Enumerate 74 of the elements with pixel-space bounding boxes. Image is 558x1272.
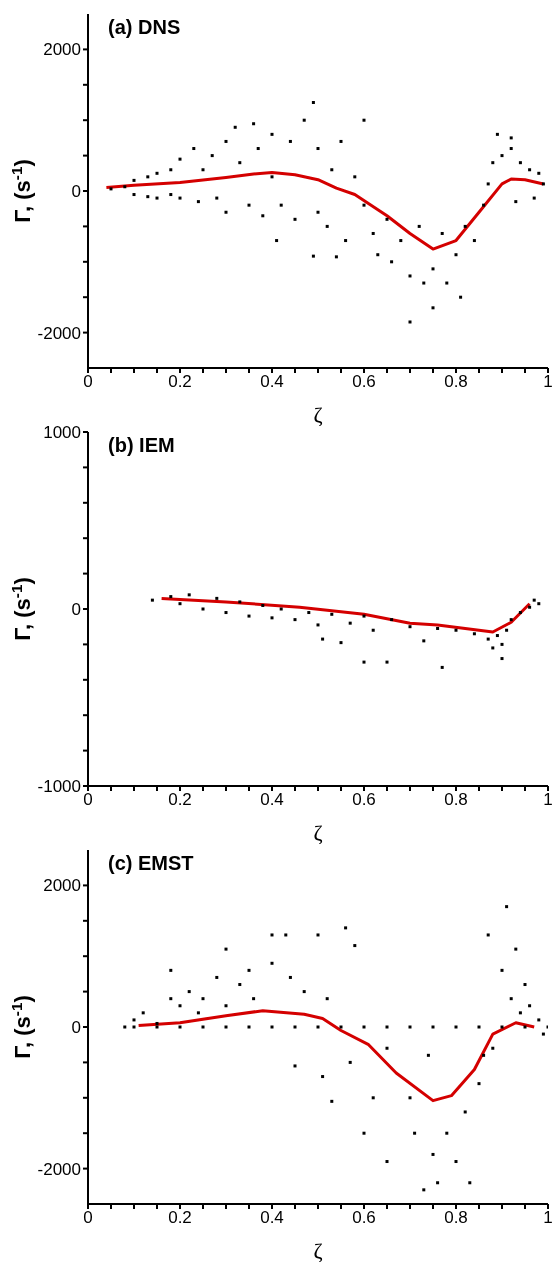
y-tick-label: 0	[71, 600, 81, 620]
x-tick-label: 0.4	[260, 790, 284, 810]
point	[178, 602, 182, 606]
point	[362, 614, 366, 618]
point	[201, 607, 205, 611]
line-series	[160, 596, 532, 634]
point	[348, 621, 352, 625]
x-tick-label: 0.6	[352, 1208, 376, 1228]
point	[169, 595, 173, 599]
x-axis-title: ζ	[313, 820, 323, 845]
x-tick-label: 0.2	[168, 790, 192, 810]
x-tick-label: 0.8	[444, 1208, 468, 1228]
point	[472, 632, 476, 636]
point	[307, 611, 311, 615]
point	[491, 646, 495, 650]
x-tick-label: 0.6	[352, 790, 376, 810]
point	[537, 602, 541, 606]
point	[495, 634, 499, 638]
point	[247, 614, 251, 618]
y-tick-label: 0	[71, 182, 81, 202]
point	[454, 628, 458, 632]
point	[261, 603, 265, 607]
x-tick-label: 1	[543, 1208, 553, 1228]
point	[362, 660, 366, 664]
point	[385, 660, 389, 664]
point	[528, 605, 532, 609]
x-tick-label: 0.2	[168, 372, 192, 392]
x-axis-title: ζ	[313, 1238, 323, 1263]
point	[187, 593, 191, 597]
point	[408, 625, 412, 629]
y-tick-label: 2000	[43, 876, 81, 896]
y-tick-label: -2000	[37, 1159, 81, 1179]
point	[390, 618, 394, 622]
y-tick-label: 2000	[43, 40, 81, 60]
point	[436, 626, 440, 630]
point	[316, 623, 320, 627]
point	[339, 641, 343, 645]
x-tick-label: 0.6	[352, 372, 376, 392]
x-tick-label: 1	[543, 790, 553, 810]
point	[150, 598, 154, 602]
point	[422, 639, 426, 643]
point	[500, 642, 504, 646]
point	[505, 628, 509, 632]
chart-title: (a) DNS	[108, 16, 181, 39]
point	[330, 612, 334, 616]
y-tick-label: -1000	[37, 777, 81, 797]
x-tick-label: 0.2	[168, 1208, 192, 1228]
point	[532, 598, 536, 602]
y-tick-label: 1000	[43, 423, 81, 443]
chart-title: (c) EMST	[108, 852, 194, 875]
x-axis-title: ζ	[313, 402, 323, 427]
chart-title: (b) IEM	[108, 434, 175, 457]
point	[509, 618, 513, 622]
y-tick-label: -2000	[37, 323, 81, 343]
point	[238, 600, 242, 604]
x-tick-label: 1	[543, 372, 553, 392]
x-tick-label: 0.8	[444, 790, 468, 810]
line-series	[137, 1009, 536, 1103]
point	[279, 607, 283, 611]
point	[321, 637, 325, 641]
line-series	[104, 171, 545, 251]
y-tick-label: 0	[71, 1018, 81, 1038]
point	[518, 611, 522, 615]
point	[440, 665, 444, 669]
point	[486, 637, 490, 641]
point	[500, 657, 504, 661]
x-tick-label: 0.8	[444, 372, 468, 392]
point	[215, 596, 219, 600]
x-tick-label: 0.4	[260, 1208, 284, 1228]
point	[371, 628, 375, 632]
point	[270, 616, 274, 620]
x-tick-label: 0.4	[260, 372, 284, 392]
point	[293, 618, 297, 622]
point	[224, 611, 228, 615]
